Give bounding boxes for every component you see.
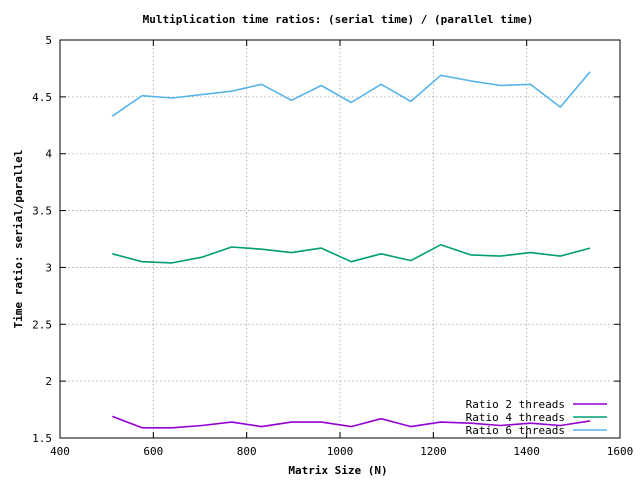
y-axis-label: Time ratio: serial/parallel <box>12 150 25 329</box>
x-tick-label: 800 <box>237 445 257 458</box>
chart-title: Multiplication time ratios: (serial time… <box>143 13 534 26</box>
y-tick-label: 3 <box>45 261 52 274</box>
x-tick-label: 1000 <box>327 445 354 458</box>
x-axis-label: Matrix Size (N) <box>288 464 387 477</box>
legend-label: Ratio 4 threads <box>466 411 565 424</box>
y-tick-labels: 1.5 2 2.5 3 3.5 4 4.5 5 <box>32 34 52 445</box>
y-tick-label: 1.5 <box>32 432 52 445</box>
series-lines <box>111 71 591 429</box>
legend-label: Ratio 6 threads <box>466 424 565 437</box>
y-tick-label: 5 <box>45 34 52 47</box>
legend-label: Ratio 2 threads <box>466 398 565 411</box>
y-tick-label: 4 <box>45 148 52 161</box>
series-line-2 <box>112 243 591 264</box>
x-tick-label: 400 <box>50 445 70 458</box>
x-tick-label: 1400 <box>513 445 540 458</box>
x-tick-label: 1200 <box>420 445 447 458</box>
y-tick-label: 2.5 <box>32 318 52 331</box>
x-tick-label: 1600 <box>607 445 634 458</box>
grid-lines <box>60 40 620 438</box>
x-tick-labels: 400 600 800 1000 1200 1400 1600 <box>50 445 633 458</box>
y-tick-label: 4.5 <box>32 91 52 104</box>
y-tick-label: 3.5 <box>32 205 52 218</box>
axis-ticks <box>59 39 621 439</box>
y-tick-label: 2 <box>45 375 52 388</box>
plot-frame <box>59 39 621 439</box>
x-tick-label: 600 <box>143 445 163 458</box>
series-line-3 <box>111 71 591 117</box>
series-line-1 <box>112 415 591 429</box>
